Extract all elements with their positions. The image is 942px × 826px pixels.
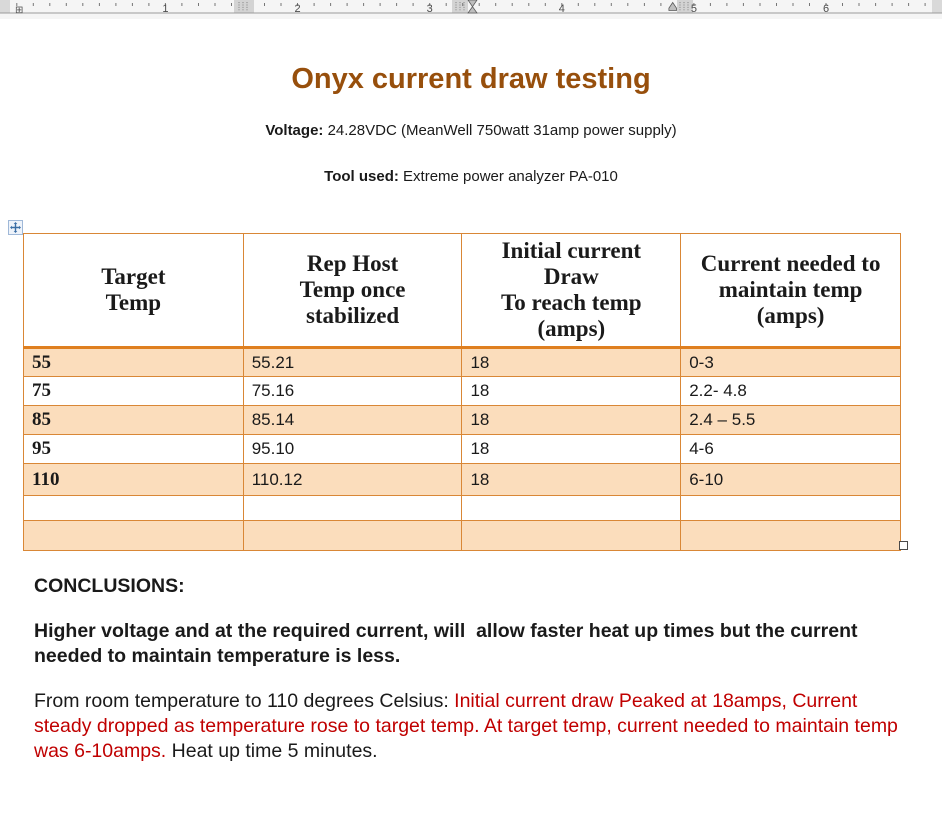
svg-text:⊞: ⊞ bbox=[15, 5, 23, 16]
